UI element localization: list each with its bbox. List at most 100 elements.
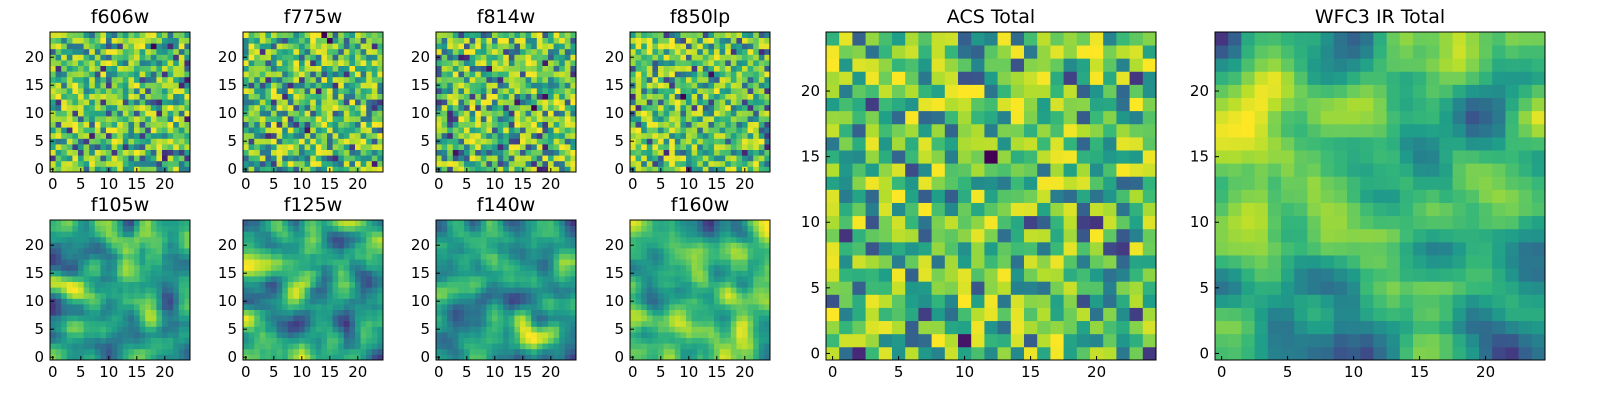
heatmap-cell <box>89 292 96 299</box>
heatmap-cell <box>184 32 191 38</box>
heatmap-cell <box>469 149 476 156</box>
heatmap-cell <box>61 236 68 243</box>
heatmap-cell <box>742 287 748 294</box>
heatmap-cell <box>254 121 261 128</box>
heatmap-cell <box>702 93 709 100</box>
heatmap-cell <box>497 281 504 288</box>
heatmap-cell <box>686 160 692 167</box>
heatmap-cell <box>100 32 107 38</box>
heatmap-cell <box>106 71 112 78</box>
heatmap-cell <box>635 32 642 38</box>
heatmap-cell <box>276 127 283 134</box>
y-tick-label: 15 <box>605 76 624 94</box>
heatmap-cell <box>371 225 378 232</box>
heatmap-cell <box>736 292 743 299</box>
heatmap-cell <box>259 354 266 361</box>
heatmap-cell <box>332 104 339 111</box>
heatmap-cell <box>150 76 157 83</box>
heatmap-cell <box>271 121 277 128</box>
heatmap-cell <box>360 54 367 61</box>
heatmap-cell <box>327 110 333 117</box>
heatmap-cell <box>150 253 157 260</box>
heatmap-cell <box>338 166 345 173</box>
heatmap-cell <box>758 337 765 344</box>
heatmap-cell <box>570 149 577 156</box>
heatmap-cell <box>641 132 648 139</box>
heatmap-cell <box>658 76 664 83</box>
heatmap-cell <box>714 281 720 288</box>
heatmap-cell <box>360 309 367 316</box>
heatmap-cell <box>680 82 687 89</box>
heatmap-cell <box>134 65 140 72</box>
heatmap-cell <box>254 343 261 350</box>
heatmap-cell <box>371 343 378 350</box>
heatmap-cell <box>78 88 84 94</box>
heatmap-cell <box>327 281 333 288</box>
heatmap-cell <box>167 236 174 243</box>
heatmap-cell <box>355 343 361 350</box>
heatmap-cell <box>145 110 152 117</box>
heatmap-cell <box>764 54 771 61</box>
heatmap-cell <box>464 110 470 117</box>
heatmap-cell <box>747 287 754 294</box>
heatmap-cell <box>134 88 140 94</box>
heatmap-cell <box>641 99 648 106</box>
heatmap-cell <box>349 253 356 260</box>
heatmap-cell <box>167 270 174 277</box>
heatmap-cell <box>514 110 521 117</box>
heatmap-cell <box>469 315 476 322</box>
heatmap-cell <box>458 348 465 355</box>
heatmap-cell <box>753 65 760 72</box>
heatmap-cell <box>458 121 465 128</box>
heatmap-cell <box>128 320 135 327</box>
heatmap-cell <box>117 82 124 89</box>
heatmap-cell <box>646 54 653 61</box>
heatmap-cell <box>366 93 373 100</box>
heatmap-cell <box>117 65 124 72</box>
heatmap-cell <box>282 231 289 238</box>
heatmap-cell <box>66 127 73 134</box>
heatmap-cell <box>570 264 577 271</box>
x-tick-label: 15 <box>513 175 532 193</box>
heatmap-cell <box>287 236 294 243</box>
heatmap-cell <box>753 343 760 350</box>
heatmap-cell <box>254 32 261 38</box>
heatmap-cell <box>332 166 339 173</box>
heatmap-cell <box>753 32 760 38</box>
heatmap-cell <box>542 65 549 72</box>
heatmap-cell <box>708 37 715 44</box>
heatmap-cell <box>458 236 465 243</box>
heatmap-cell <box>315 231 322 238</box>
heatmap-cell <box>486 326 493 333</box>
heatmap-cell <box>542 93 549 100</box>
heatmap-cell <box>349 160 356 167</box>
heatmap-cell <box>736 43 743 50</box>
heatmap-cells <box>436 32 577 173</box>
heatmap-cell <box>355 337 361 344</box>
heatmap-cell <box>355 127 361 134</box>
heatmap-cell <box>55 93 62 100</box>
heatmap-cell <box>730 343 737 350</box>
heatmap-cell <box>282 76 289 83</box>
heatmap-cell <box>536 127 543 134</box>
heatmap-cell <box>553 236 560 243</box>
heatmap-cell <box>503 264 510 271</box>
heatmap-cell <box>564 315 571 322</box>
heatmap-cell <box>271 93 277 100</box>
heatmap-cell <box>747 71 754 78</box>
heatmap-cell <box>100 292 107 299</box>
heatmap-cell <box>536 315 543 322</box>
heatmap-cell <box>635 60 642 66</box>
heatmap-cell <box>100 138 107 145</box>
heatmap-cell <box>725 88 732 94</box>
heatmap-cell <box>139 93 146 100</box>
heatmap-cell <box>508 304 515 310</box>
heatmap-cell <box>486 48 493 55</box>
heatmap-cell <box>360 264 367 271</box>
heatmap-cell <box>458 144 465 150</box>
heatmap-cell <box>520 270 526 277</box>
heatmap-cell <box>564 37 571 44</box>
heatmap-cell <box>150 281 157 288</box>
heatmap-cell <box>66 54 73 61</box>
heatmap-cell <box>338 93 345 100</box>
